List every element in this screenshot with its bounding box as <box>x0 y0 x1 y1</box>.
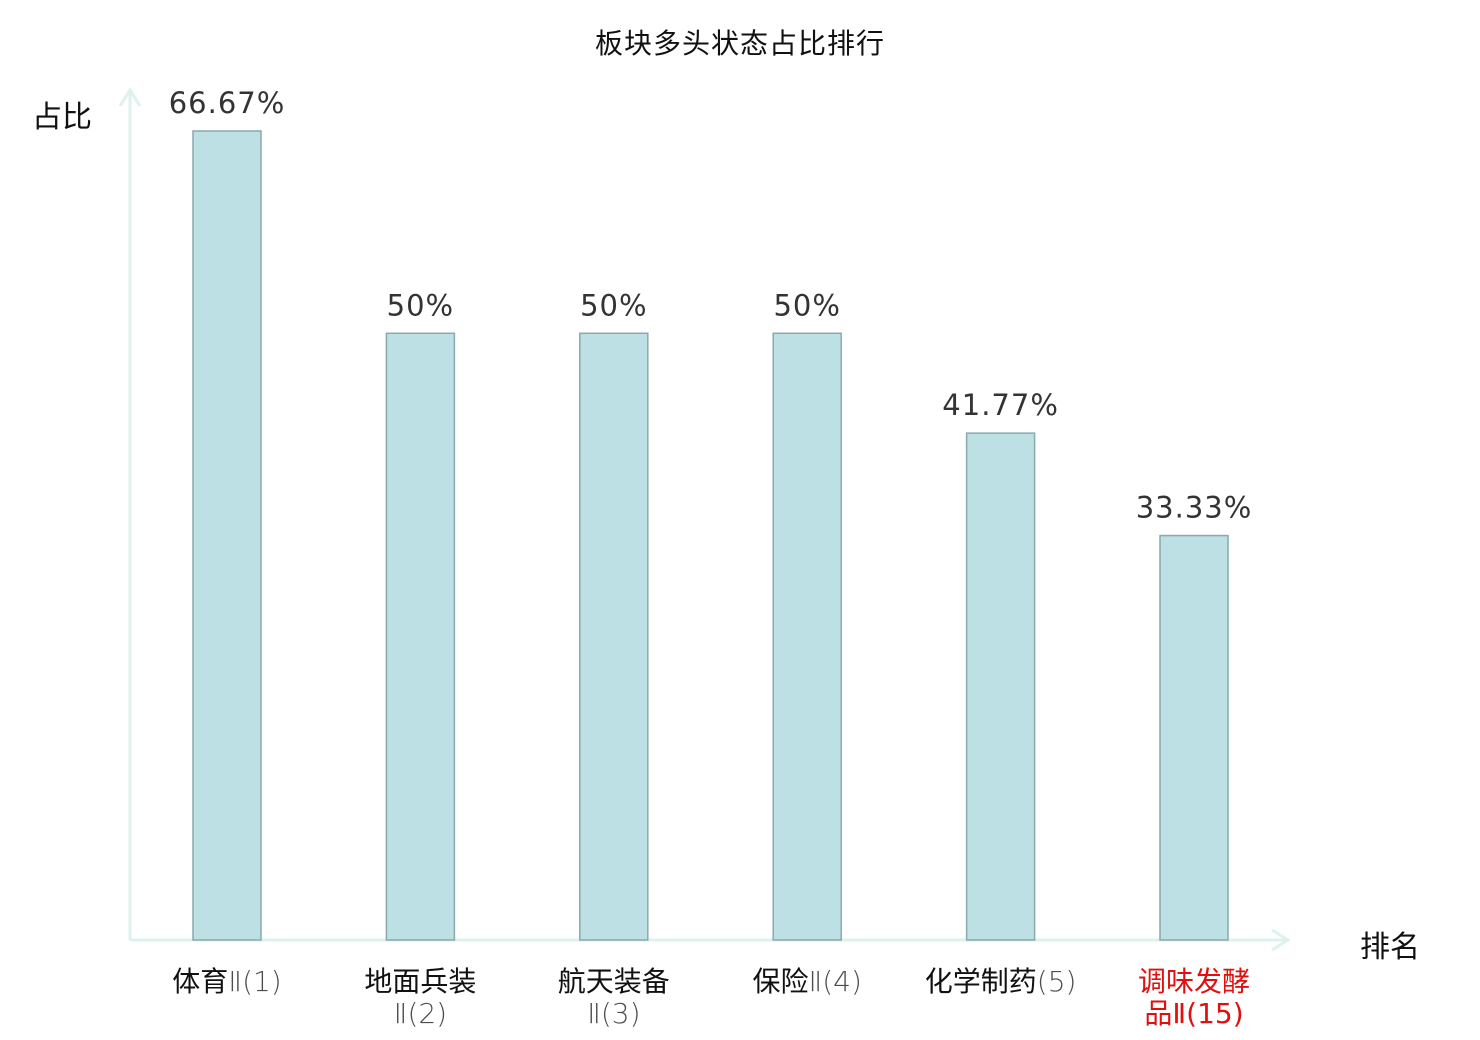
x-tick-label: 化学制药(5) <box>906 966 1096 998</box>
x-tick-label-suffix: Ⅱ(2) <box>393 997 448 1030</box>
x-tick-label-suffix: Ⅱ(4) <box>808 965 862 998</box>
x-axis-label: 排名 <box>1360 930 1420 965</box>
x-tick-label-main: 调味发酵 <box>1137 965 1250 998</box>
x-axis-arrow-icon <box>1271 928 1291 952</box>
bar-value-label: 33.33% <box>1136 491 1253 525</box>
x-tick-label-suffix: 品Ⅱ(15) <box>1144 997 1244 1030</box>
x-tick-label-main: 地面兵装 <box>364 965 477 998</box>
x-tick-label: 保险Ⅱ(4) <box>712 966 902 998</box>
bar-value-label: 50% <box>773 288 840 322</box>
bar <box>579 332 649 941</box>
bar <box>965 432 1036 941</box>
y-axis-arrow-icon <box>118 87 142 107</box>
x-tick-label-main: 保险 <box>752 965 809 998</box>
bar-value-label: 66.67% <box>169 86 286 120</box>
x-tick-label: 地面兵装 Ⅱ(2) <box>325 966 515 1030</box>
y-axis-label: 占比 <box>32 100 92 135</box>
x-tick-label-suffix: (5) <box>1036 965 1077 998</box>
x-tick-label-suffix: Ⅱ(1) <box>228 965 282 998</box>
bar-value-label: 41.77% <box>942 388 1059 422</box>
bar <box>385 332 456 941</box>
bar <box>772 332 842 941</box>
x-tick-label: 调味发酵 品Ⅱ(15) <box>1099 966 1289 1030</box>
bar <box>192 130 262 941</box>
x-tick-label-suffix: Ⅱ(3) <box>587 997 641 1030</box>
x-tick-label: 航天装备 Ⅱ(3) <box>519 966 709 1030</box>
bar-value-label: 50% <box>580 288 647 322</box>
x-tick-label-main: 化学制药 <box>924 965 1037 998</box>
chart-title: 板块多头状态占比排行 <box>594 27 885 60</box>
x-tick-label-main: 体育 <box>172 965 229 998</box>
bar <box>1159 534 1229 941</box>
x-tick-label: 体育Ⅱ(1) <box>132 966 322 998</box>
bar-value-label: 50% <box>387 288 454 322</box>
x-tick-label-main: 航天装备 <box>557 965 670 998</box>
